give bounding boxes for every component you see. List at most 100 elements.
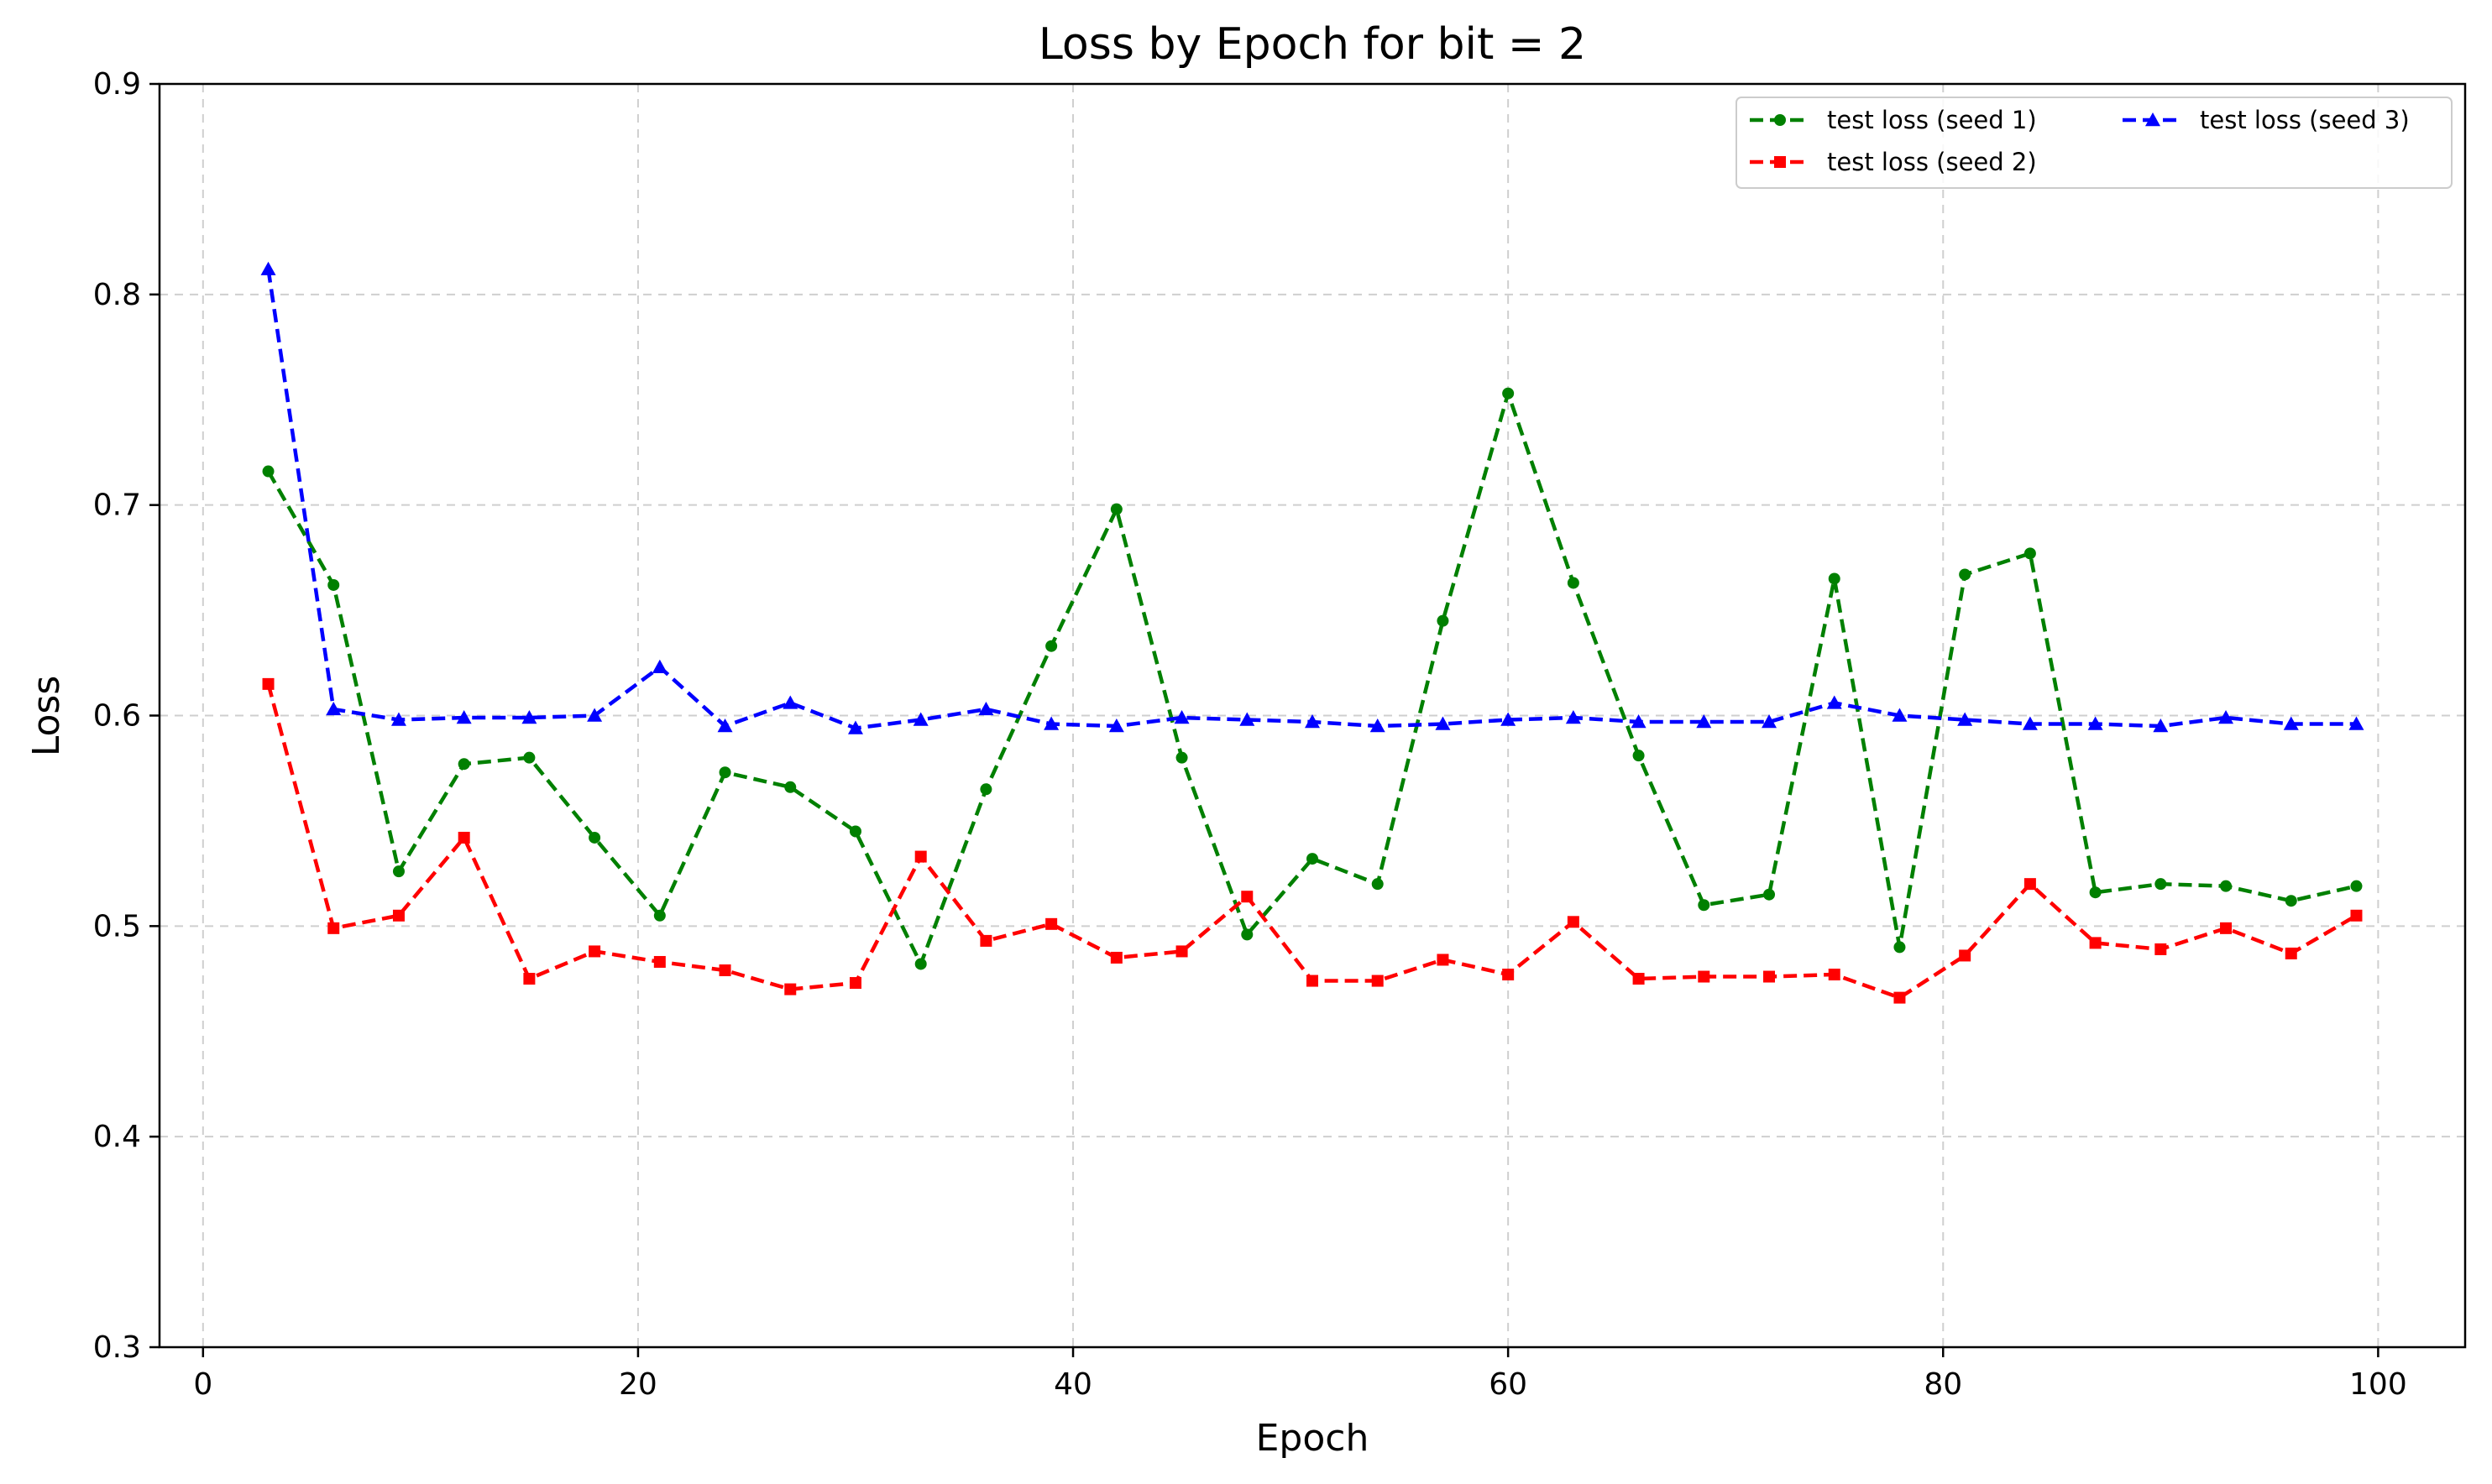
data-point bbox=[914, 958, 927, 970]
data-point bbox=[1371, 878, 1384, 891]
x-tick-label: 40 bbox=[1054, 1367, 1092, 1402]
data-point bbox=[2285, 947, 2297, 959]
data-point bbox=[1959, 568, 1971, 581]
legend-item: test loss (seed 2) bbox=[1750, 148, 2037, 176]
y-tick-label: 0.7 bbox=[93, 489, 141, 523]
data-point bbox=[392, 865, 405, 878]
data-point bbox=[1371, 975, 1384, 987]
data-point bbox=[717, 718, 733, 733]
data-point bbox=[2022, 716, 2038, 730]
data-point bbox=[1306, 975, 1318, 987]
data-point bbox=[1957, 712, 1973, 726]
data-point bbox=[2154, 878, 2167, 891]
data-point bbox=[456, 710, 472, 724]
data-point bbox=[1631, 714, 1646, 729]
data-point bbox=[1500, 712, 1516, 726]
data-point bbox=[1696, 714, 1712, 729]
data-point bbox=[1763, 888, 1776, 901]
x-tick-label: 60 bbox=[1489, 1367, 1527, 1402]
data-point bbox=[1632, 973, 1645, 985]
legend: test loss (seed 1) test loss (seed 2) test… bbox=[1736, 97, 2453, 189]
data-point bbox=[1826, 695, 1842, 709]
data-point bbox=[1110, 951, 1123, 964]
data-point bbox=[1305, 714, 1320, 729]
data-point bbox=[2350, 880, 2363, 892]
data-point bbox=[1437, 954, 1449, 966]
legend-item: test loss (seed 3) bbox=[2123, 106, 2410, 134]
data-point bbox=[390, 712, 406, 726]
series-1 bbox=[262, 387, 2363, 970]
data-point bbox=[2023, 878, 2036, 891]
data-point bbox=[326, 701, 342, 716]
legend-marker bbox=[1774, 114, 1786, 126]
legend-frame bbox=[1736, 97, 2453, 189]
data-point bbox=[2023, 547, 2036, 560]
data-point bbox=[2350, 909, 2363, 922]
y-tick-label: 0.8 bbox=[93, 278, 141, 312]
data-point bbox=[1632, 750, 1645, 762]
data-point bbox=[1435, 716, 1451, 730]
axis-ticks: 0 20 40 60 80 100 0.3 0.4 0.5 0.6 0.7 0.8 0.9 bbox=[93, 67, 2407, 1402]
x-tick-label: 100 bbox=[2349, 1367, 2407, 1402]
data-point bbox=[784, 983, 797, 995]
legend-label: test loss (seed 1) bbox=[1827, 106, 2037, 134]
series-layer bbox=[260, 261, 2364, 1004]
x-tick-label: 0 bbox=[193, 1367, 212, 1402]
data-point bbox=[914, 850, 927, 863]
data-point bbox=[1241, 928, 1254, 941]
data-point bbox=[1108, 718, 1124, 733]
data-point bbox=[719, 964, 731, 977]
data-point bbox=[2348, 716, 2364, 730]
series-3 bbox=[260, 261, 2364, 734]
data-point bbox=[392, 909, 405, 922]
data-point bbox=[652, 659, 668, 674]
y-tick-label: 0.4 bbox=[93, 1120, 141, 1154]
data-point bbox=[1565, 710, 1581, 724]
data-point bbox=[1502, 387, 1515, 400]
data-point bbox=[1045, 917, 1058, 930]
data-point bbox=[1893, 991, 1906, 1004]
data-point bbox=[327, 922, 340, 934]
data-point bbox=[1893, 941, 1906, 954]
data-point bbox=[980, 934, 992, 947]
data-point bbox=[1110, 503, 1123, 515]
data-point bbox=[458, 831, 470, 844]
data-point bbox=[913, 712, 929, 726]
data-point bbox=[2218, 710, 2234, 724]
data-point bbox=[262, 677, 275, 690]
data-point bbox=[523, 973, 536, 985]
data-point bbox=[262, 465, 275, 478]
legend-marker bbox=[2145, 112, 2160, 127]
data-point bbox=[1045, 640, 1058, 652]
data-point bbox=[2220, 880, 2233, 892]
data-point bbox=[1174, 710, 1190, 724]
y-tick-label: 0.5 bbox=[93, 909, 141, 943]
data-point bbox=[589, 945, 601, 958]
chart-title: Loss by Epoch for bit = 2 bbox=[1039, 19, 1586, 70]
data-point bbox=[2285, 895, 2297, 907]
data-point bbox=[587, 708, 603, 722]
data-point bbox=[1437, 614, 1449, 627]
data-point bbox=[1567, 577, 1579, 589]
data-point bbox=[1698, 899, 1710, 912]
legend-label: test loss (seed 3) bbox=[2200, 106, 2410, 134]
data-point bbox=[2220, 922, 2233, 934]
data-point bbox=[653, 955, 666, 968]
data-point bbox=[1306, 853, 1318, 865]
data-point bbox=[2087, 716, 2103, 730]
y-tick-label: 0.9 bbox=[93, 67, 141, 102]
data-point bbox=[1828, 969, 1840, 981]
legend-label: test loss (seed 2) bbox=[1827, 148, 2037, 176]
series-line bbox=[266, 391, 2357, 966]
data-point bbox=[784, 781, 797, 793]
data-point bbox=[260, 261, 276, 275]
data-point bbox=[327, 578, 340, 591]
data-point bbox=[1502, 969, 1515, 981]
data-point bbox=[719, 766, 731, 779]
data-point bbox=[458, 758, 470, 771]
legend-marker bbox=[1774, 156, 1786, 168]
data-point bbox=[849, 825, 861, 838]
data-point bbox=[1892, 708, 1908, 722]
legend-item: test loss (seed 1) bbox=[1750, 106, 2037, 134]
